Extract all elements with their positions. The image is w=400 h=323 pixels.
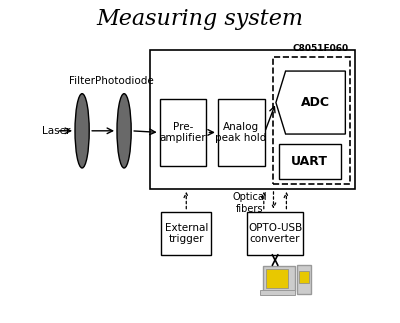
Bar — [260, 290, 295, 295]
Text: UART: UART — [291, 155, 328, 168]
Bar — [247, 212, 303, 255]
Bar — [266, 269, 288, 288]
Polygon shape — [276, 71, 345, 134]
Text: Analog
peak hold: Analog peak hold — [216, 122, 267, 143]
Text: Laser: Laser — [42, 126, 70, 136]
Text: External
trigger: External trigger — [164, 223, 208, 244]
Bar — [297, 265, 312, 294]
Text: Measuring system: Measuring system — [96, 8, 304, 30]
Text: Filter: Filter — [69, 76, 95, 86]
Text: C8051F060: C8051F060 — [292, 44, 348, 53]
Bar — [161, 212, 211, 255]
Ellipse shape — [117, 94, 131, 168]
Text: OPTO-USB
converter: OPTO-USB converter — [248, 223, 302, 244]
Bar — [273, 57, 350, 184]
Bar — [218, 99, 265, 166]
Bar — [150, 50, 355, 189]
Ellipse shape — [75, 94, 89, 168]
Text: Optical
fibers: Optical fibers — [233, 192, 267, 214]
Bar — [299, 271, 310, 283]
Text: ADC: ADC — [301, 96, 330, 109]
Text: Photodiode: Photodiode — [95, 76, 154, 86]
Bar — [263, 266, 295, 291]
Bar — [160, 99, 206, 166]
Text: Pre-
amplifier: Pre- amplifier — [160, 122, 206, 143]
Bar — [279, 144, 340, 179]
